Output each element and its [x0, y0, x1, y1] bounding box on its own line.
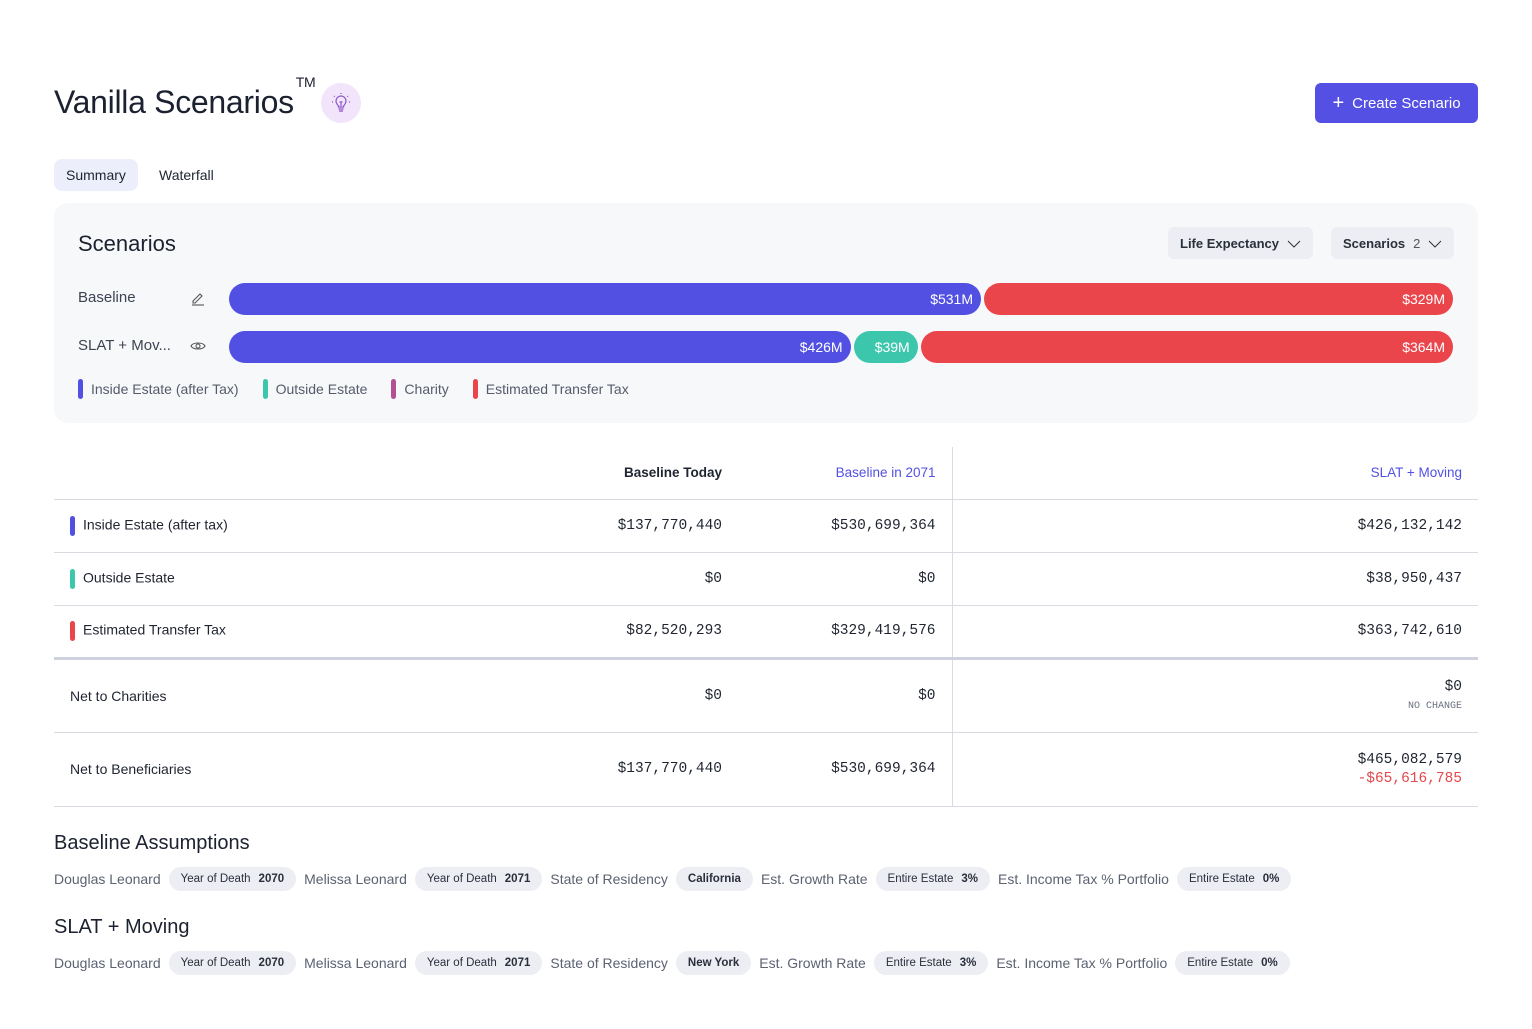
scenario-label-slat: SLAT + Mov... [78, 337, 171, 354]
plus-icon: + [1332, 91, 1345, 114]
table-row-net-beneficiaries: Net to Beneficiaries $137,770,440 $530,699… [54, 732, 1478, 807]
table-row-net-charities: Net to Charities $0 $0 $0 NO CHANGE [54, 658, 1478, 733]
chevron-down-icon [1428, 236, 1442, 251]
residency-chip[interactable]: New York [675, 951, 752, 975]
life-expectancy-dropdown[interactable]: Life Expectancy [1168, 227, 1313, 259]
legend-swatch [391, 379, 397, 399]
slat-bar: $426M $39M $364M [229, 331, 1453, 363]
pencil-icon[interactable] [190, 290, 206, 311]
tab-waterfall[interactable]: Waterfall [159, 167, 214, 183]
scenario-label-baseline: Baseline [78, 289, 136, 306]
year-of-death-chip[interactable]: Year of Death 2070 [168, 867, 297, 891]
legend-swatch [472, 379, 478, 399]
tab-summary[interactable]: Summary [54, 159, 138, 191]
legend-item: Charity [391, 379, 449, 399]
baseline-bar: $531M $329M [229, 283, 1453, 315]
bar-segment[interactable]: $329M [984, 283, 1453, 315]
assumptions-row: Douglas Leonard Year of Death 2070 Melissa … [54, 867, 1292, 891]
create-scenario-button[interactable]: + Create Scenario [1315, 83, 1478, 123]
scenarios-dropdown[interactable]: Scenarios 2 [1331, 227, 1455, 259]
legend: Inside Estate (after Tax) Outside Estate C… [78, 379, 629, 399]
bar-segment[interactable]: $531M [229, 283, 982, 315]
page-title: Vanilla ScenariosTM [54, 74, 316, 120]
income-tax-chip[interactable]: Entire Estate 0% [1176, 867, 1292, 891]
year-of-death-chip[interactable]: Year of Death 2071 [414, 951, 543, 975]
inside-estate-swatch [70, 515, 75, 536]
scenarios-panel: Scenarios Life Expectancy Scenarios 2 Bas… [54, 203, 1478, 423]
col-baseline-today: Baseline Today [524, 447, 738, 500]
col-slat-moving[interactable]: SLAT + Moving [951, 447, 1478, 500]
transfer-tax-swatch [70, 621, 75, 641]
lightbulb-icon[interactable] [321, 83, 361, 123]
assumptions-title: Baseline Assumptions [54, 832, 250, 854]
table-row: Outside Estate $0 $0 $38,950,437 [54, 552, 1478, 606]
legend-item: Estimated Transfer Tax [472, 379, 629, 399]
legend-item: Inside Estate (after Tax) [78, 379, 239, 399]
bar-segment[interactable]: $364M [920, 331, 1453, 363]
legend-swatch [78, 379, 83, 399]
bar-segment[interactable]: $426M [229, 331, 851, 363]
legend-item: Outside Estate [262, 379, 367, 399]
legend-swatch [262, 379, 268, 399]
table-row: Inside Estate (after tax) $137,770,440 $53… [54, 499, 1478, 553]
delta-value: -$65,616,785 [1357, 770, 1462, 787]
income-tax-chip[interactable]: Entire Estate 0% [1175, 951, 1290, 975]
residency-chip[interactable]: California [675, 867, 753, 891]
no-change-note: NO CHANGE [1407, 701, 1462, 712]
col-baseline-2071[interactable]: Baseline in 2071 [738, 447, 952, 500]
bar-segment[interactable]: $39M [853, 331, 918, 363]
growth-rate-chip[interactable]: Entire Estate 3% [875, 867, 990, 891]
year-of-death-chip[interactable]: Year of Death 2071 [414, 867, 543, 891]
assumptions-row: Douglas Leonard Year of Death 2070 Melissa … [54, 951, 1290, 975]
assumptions-title: SLAT + Moving [54, 916, 190, 938]
eye-icon[interactable] [190, 339, 206, 358]
summary-table: Baseline Today Baseline in 2071 SLAT + M… [54, 447, 1478, 807]
panel-title: Scenarios [78, 231, 176, 256]
outside-estate-swatch [70, 568, 75, 589]
table-row: Estimated Transfer Tax $82,520,293 $329,41… [54, 605, 1478, 660]
chevron-down-icon [1287, 236, 1301, 251]
year-of-death-chip[interactable]: Year of Death 2070 [168, 951, 297, 975]
growth-rate-chip[interactable]: Entire Estate 3% [873, 951, 989, 975]
